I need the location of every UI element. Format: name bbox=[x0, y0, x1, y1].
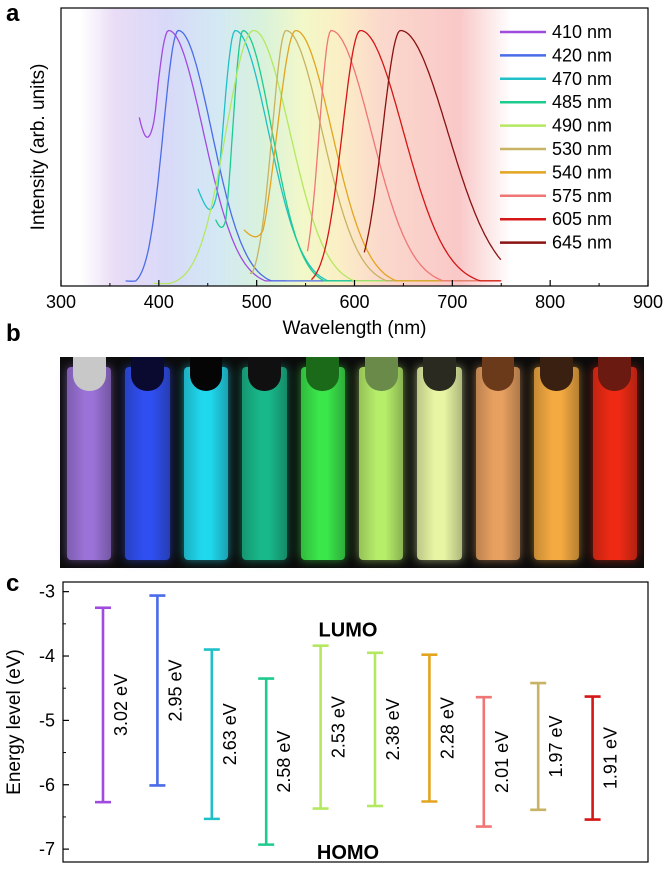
spectrum-line-605 bbox=[311, 29, 501, 282]
x-tick-label-900: 900 bbox=[633, 292, 663, 312]
y-axis-label: Intensity (arb. units) bbox=[28, 64, 49, 231]
vial-meniscus bbox=[72, 357, 106, 391]
gap-label-6: 2.38 eV bbox=[383, 698, 403, 760]
spectrum-line-645 bbox=[363, 29, 502, 261]
y-tick-label-3: -6 bbox=[39, 775, 55, 795]
panel-label-c: c bbox=[6, 570, 20, 597]
vial-meniscus bbox=[540, 357, 573, 391]
vial-6 bbox=[352, 357, 410, 568]
homo-label: HOMO bbox=[317, 842, 379, 864]
vial-9 bbox=[527, 357, 585, 568]
vial-meniscus bbox=[423, 357, 456, 391]
legend-label-470: 470 nm bbox=[552, 69, 612, 89]
gap-label-3: 2.63 eV bbox=[220, 703, 240, 765]
y-tick-label-1: -4 bbox=[39, 646, 55, 666]
vial-7 bbox=[410, 357, 468, 568]
gap-label-9: 1.97 eV bbox=[546, 715, 566, 777]
plot-frame-c bbox=[62, 581, 649, 863]
vial-meniscus bbox=[598, 357, 632, 391]
x-tick-label-400: 400 bbox=[144, 292, 174, 312]
x-tick-label-500: 500 bbox=[242, 292, 272, 312]
x-tick-label-300: 300 bbox=[46, 292, 76, 312]
vial-meniscus bbox=[364, 357, 398, 391]
legend-label-410: 410 nm bbox=[552, 22, 612, 42]
vial-glow bbox=[475, 367, 521, 560]
legend-label-605: 605 nm bbox=[552, 209, 612, 229]
vial-glow bbox=[534, 367, 579, 560]
vial-glow bbox=[125, 367, 170, 560]
vial-meniscus bbox=[131, 357, 164, 391]
y-axis-label-c: Energy level (eV) bbox=[4, 649, 25, 795]
emission-spectra-chart: 300 400 500 600 700 800 900 Wavelength (nm) Inte… bbox=[28, 7, 663, 339]
y-tick-label-4: -7 bbox=[39, 839, 55, 859]
vial-glow bbox=[67, 367, 112, 560]
spectrum-line-410 bbox=[138, 29, 286, 282]
legend-label-530: 530 nm bbox=[552, 139, 612, 159]
vial-glow bbox=[242, 367, 287, 560]
legend-label-575: 575 nm bbox=[552, 186, 612, 206]
vial-glow bbox=[417, 367, 462, 560]
vial-1 bbox=[60, 357, 118, 568]
vial-8 bbox=[469, 357, 527, 568]
vial-photo bbox=[60, 357, 644, 568]
vial-glow bbox=[359, 367, 404, 560]
vial-3 bbox=[177, 357, 235, 568]
x-axis-label: Wavelength (nm) bbox=[283, 318, 427, 339]
gap-label-4: 2.58 eV bbox=[274, 731, 294, 793]
gap-label-10: 1.91 eV bbox=[601, 727, 621, 789]
vial-glow bbox=[300, 367, 345, 560]
vial-glow bbox=[183, 367, 229, 560]
gap-label-7: 2.28 eV bbox=[437, 697, 457, 759]
vial-10 bbox=[586, 357, 644, 568]
vial-4 bbox=[235, 357, 293, 568]
vial-5 bbox=[294, 357, 352, 568]
panel-label-b: b bbox=[6, 320, 21, 347]
vial-glow bbox=[592, 367, 637, 560]
y-tick-label-2: -5 bbox=[39, 710, 55, 730]
vial-2 bbox=[118, 357, 176, 568]
lumo-label: LUMO bbox=[319, 619, 378, 641]
gap-label-2: 2.95 eV bbox=[165, 659, 185, 721]
vial-meniscus bbox=[248, 357, 281, 391]
legend-label-540: 540 nm bbox=[552, 162, 612, 182]
x-tick-label-800: 800 bbox=[535, 292, 565, 312]
legend-label-645: 645 nm bbox=[552, 233, 612, 253]
legend-label-485: 485 nm bbox=[552, 92, 612, 112]
x-tick-label-700: 700 bbox=[437, 292, 467, 312]
spectrum-line-575 bbox=[306, 29, 502, 282]
x-tick-label-600: 600 bbox=[339, 292, 369, 312]
vial-meniscus bbox=[306, 357, 340, 391]
gap-label-8: 2.01 eV bbox=[492, 731, 512, 793]
panel-label-a: a bbox=[6, 0, 20, 27]
vial-meniscus bbox=[481, 357, 515, 391]
y-tick-label-0: -3 bbox=[39, 582, 55, 602]
legend-label-420: 420 nm bbox=[552, 45, 612, 65]
gap-label-1: 3.02 eV bbox=[111, 674, 131, 736]
legend-label-490: 490 nm bbox=[552, 116, 612, 136]
vial-meniscus bbox=[189, 357, 223, 391]
gap-label-5: 2.53 eV bbox=[329, 696, 349, 758]
